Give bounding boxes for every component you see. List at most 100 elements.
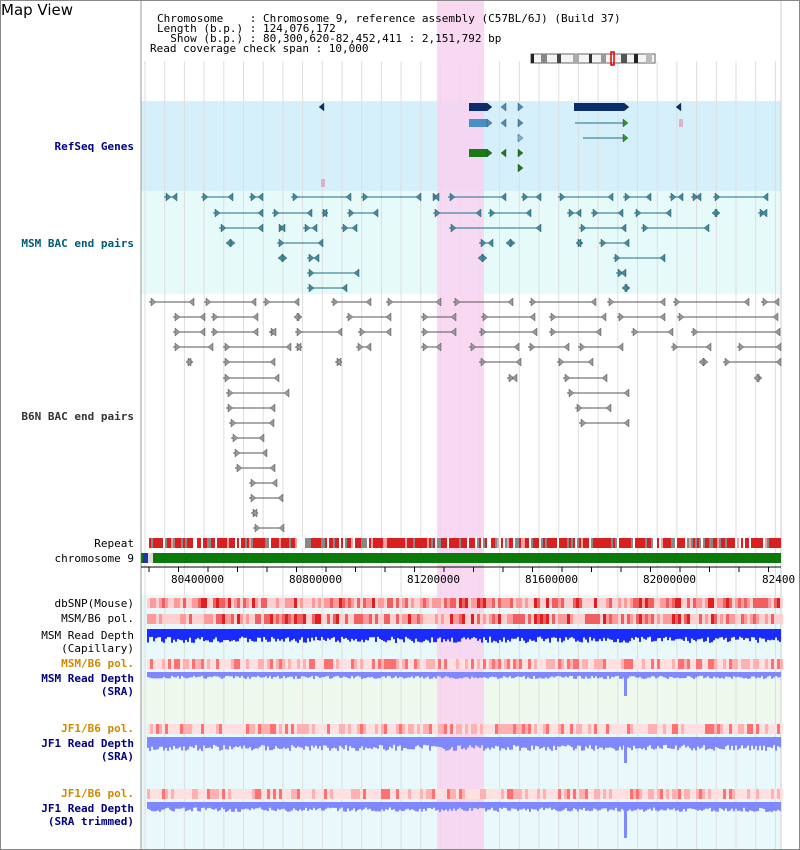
depth-bar: [473, 629, 475, 638]
depth-bar: [465, 629, 467, 640]
depth-bar: [381, 672, 383, 677]
depth-bar: [469, 737, 471, 746]
heat-cell: [720, 724, 723, 734]
depth-bar: [533, 802, 535, 810]
heat-cell: [774, 614, 777, 624]
heat-cell: [435, 598, 438, 608]
depth-bar: [215, 802, 217, 809]
depth-bar: [539, 672, 541, 678]
heat-cell: [768, 659, 771, 669]
repeat-segment: [501, 538, 503, 548]
heat-cell: [426, 598, 429, 608]
heat-cell: [195, 789, 198, 799]
depth-bar: [555, 672, 557, 677]
heat-cell: [561, 659, 564, 669]
heat-cell: [174, 724, 177, 734]
depth-bar: [199, 672, 201, 677]
repeat-segment: [347, 538, 349, 548]
depth-bar: [371, 737, 373, 750]
depth-bar: [633, 737, 635, 746]
heat-cell: [591, 598, 594, 608]
feature-arrow: [645, 192, 652, 202]
heat-cell: [375, 659, 378, 669]
heat-cell: [636, 659, 639, 669]
repeat-segment: [295, 538, 297, 548]
depth-bar: [203, 802, 205, 808]
feature-arrow: [277, 253, 284, 263]
heat-cell: [696, 614, 699, 624]
depth-bar: [493, 672, 495, 678]
heat-cell: [390, 614, 393, 624]
feature-arrow: [207, 342, 214, 352]
heat-cell: [549, 724, 552, 734]
heat-cell: [498, 724, 501, 734]
heat-cell: [267, 598, 270, 608]
repeat-segment: [251, 538, 253, 548]
feature-arrow: [659, 297, 666, 307]
heat-cell: [165, 789, 168, 799]
depth-bar: [365, 802, 367, 808]
depth-bar: [389, 737, 391, 747]
heat-cell: [780, 614, 783, 624]
depth-bar: [755, 802, 757, 812]
depth-bar: [703, 672, 705, 679]
heat-cell: [399, 724, 402, 734]
repeat-segment: [275, 538, 277, 548]
depth-bar: [773, 672, 775, 678]
repeat-segment: [765, 538, 767, 548]
depth-bar: [213, 802, 215, 810]
heat-cell: [273, 598, 276, 608]
heat-cell: [195, 598, 198, 608]
heat-cell: [450, 598, 453, 608]
heat-cell: [612, 789, 615, 799]
heat-cell: [642, 659, 645, 669]
depth-bar: [553, 737, 555, 746]
depth-bar: [667, 802, 669, 809]
depth-bar: [501, 737, 503, 749]
depth-bar: [295, 672, 297, 677]
depth-bar: [603, 802, 605, 809]
depth-bar: [609, 672, 611, 679]
depth-bar: [263, 737, 265, 746]
depth-bar: [767, 737, 769, 748]
repeat-segment: [503, 538, 505, 548]
feature-arrow: [531, 327, 538, 337]
depth-bar: [547, 737, 549, 748]
depth-bar: [503, 737, 505, 749]
depth-bar: [237, 802, 239, 812]
depth-bar: [381, 737, 383, 746]
heat-cell: [432, 659, 435, 669]
feature-arrow: [304, 223, 311, 233]
heat-cell: [618, 659, 621, 669]
depth-bar: [151, 629, 153, 637]
heat-cell: [492, 598, 495, 608]
heat-cell: [474, 789, 477, 799]
heat-cell: [717, 789, 720, 799]
repeat-segment: [319, 538, 321, 548]
heat-cell: [516, 659, 519, 669]
repeat-segment: [593, 538, 595, 548]
heat-cell: [750, 614, 753, 624]
heat-cell: [390, 659, 393, 669]
heat-cell: [603, 724, 606, 734]
depth-bar: [455, 802, 457, 811]
depth-bar: [439, 672, 441, 677]
repeat-segment: [227, 538, 229, 548]
heat-cell: [300, 789, 303, 799]
heat-cell: [318, 614, 321, 624]
heat-cell: [414, 724, 417, 734]
depth-bar: [713, 737, 715, 751]
depth-bar: [615, 802, 617, 808]
heat-cell: [633, 598, 636, 608]
heat-cell: [435, 614, 438, 624]
depth-bar: [555, 737, 557, 751]
heat-cell: [468, 724, 471, 734]
depth-bar: [535, 672, 537, 679]
depth-bar: [247, 672, 249, 677]
repeat-segment: [575, 538, 577, 548]
depth-bar: [463, 802, 465, 811]
heat-cell: [147, 724, 150, 734]
depth-bar: [535, 629, 537, 642]
depth-bar: [543, 737, 545, 747]
